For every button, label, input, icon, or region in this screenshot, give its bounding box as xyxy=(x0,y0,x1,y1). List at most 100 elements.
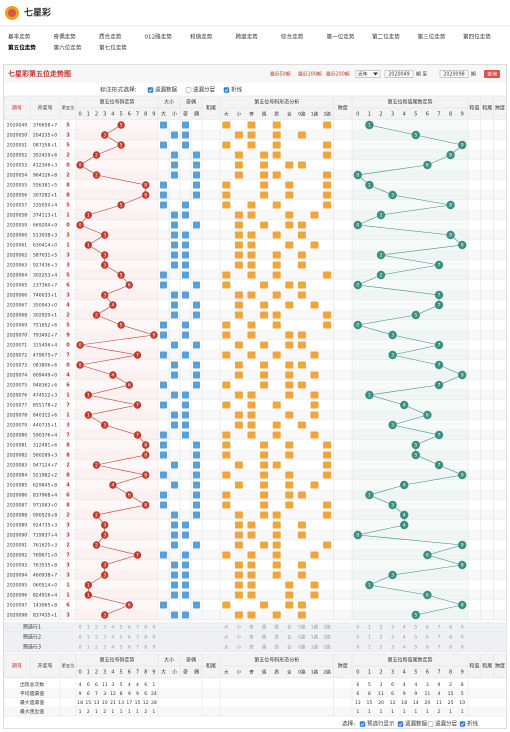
issue: 2020088 xyxy=(7,513,28,519)
bigsmall-cell xyxy=(171,291,178,299)
nav-link[interactable]: 第七位走势 xyxy=(99,44,127,52)
checkbox[interactable] xyxy=(185,87,192,93)
nav-link[interactable]: 012路走势 xyxy=(145,33,173,41)
shape-cell xyxy=(247,581,256,589)
period-link[interactable]: 最近100期 xyxy=(298,71,322,78)
stats-value: 15 xyxy=(366,700,372,706)
nav-link[interactable]: 第四位走势 xyxy=(463,33,491,41)
shape-cell xyxy=(272,351,281,359)
ball xyxy=(365,390,374,400)
nav-link[interactable]: 奇偶走势 xyxy=(54,33,77,41)
nav-link[interactable]: 基本走势 xyxy=(8,33,31,41)
year-select[interactable] xyxy=(355,70,381,78)
nav-link[interactable]: 第五位走势 xyxy=(7,44,36,52)
checkbox-label: 折线 xyxy=(231,86,243,94)
nav-link[interactable]: 第二位走势 xyxy=(372,33,400,41)
shape-cell xyxy=(323,141,332,149)
ball xyxy=(101,131,109,139)
preselect-shape: 奇 xyxy=(249,644,254,651)
header-digit-label: 6 xyxy=(128,112,131,118)
preselect-label: 预选行2 xyxy=(23,634,41,641)
issue: 2020084 xyxy=(7,473,28,479)
checkbox[interactable] xyxy=(147,87,154,93)
checkbox[interactable] xyxy=(359,721,366,727)
ball-number: 5 xyxy=(120,143,123,149)
checkbox[interactable] xyxy=(427,721,434,727)
shape-cell xyxy=(234,151,243,159)
from-input[interactable] xyxy=(384,70,414,78)
grid2-bg xyxy=(352,300,468,310)
checkbox[interactable] xyxy=(397,721,404,727)
shape-cell xyxy=(234,251,243,259)
nav-link[interactable]: 第三位走势 xyxy=(418,33,446,41)
checkbox[interactable] xyxy=(223,87,230,93)
grid1-bg xyxy=(76,300,158,310)
oddeven-cell xyxy=(193,511,200,519)
nav-link[interactable]: 第一位走势 xyxy=(327,33,355,41)
stats-value: 8 xyxy=(368,691,371,697)
header-digit-label: 0 xyxy=(356,112,359,118)
nav-link[interactable]: 和值走势 xyxy=(190,33,213,41)
shape-cell xyxy=(247,131,256,139)
shape-cell xyxy=(285,191,294,199)
shape-cell xyxy=(310,401,319,409)
grid2-bg xyxy=(352,390,468,400)
header-sub: 奇 xyxy=(183,669,188,676)
issue: 2020067 xyxy=(7,303,28,309)
draw-number: 083806+6 xyxy=(33,363,57,369)
shape-cell xyxy=(247,321,256,329)
stats-value: 3 xyxy=(103,691,106,697)
shape-cell xyxy=(323,461,332,469)
nav-link[interactable]: 第六位走势 xyxy=(54,44,82,52)
preselect-digit: 9 xyxy=(152,645,155,651)
ball-number: 0 xyxy=(356,283,359,289)
stats-value: 6 xyxy=(144,691,147,697)
bigsmall-cell xyxy=(171,481,178,489)
preselect-digit: 0 xyxy=(79,635,82,641)
checkbox-label: 预选行显示 xyxy=(367,720,395,728)
draw-number: 590376+4 xyxy=(33,433,57,439)
digit-value: 2 xyxy=(66,313,70,319)
digit-value: 3 xyxy=(66,133,70,139)
preselect-digit: 1 xyxy=(87,645,90,651)
ball-number: 4 xyxy=(403,523,406,529)
ball xyxy=(109,371,117,379)
ball-number: 6 xyxy=(426,553,429,559)
ball-number: 6 xyxy=(128,383,131,389)
ball-number: 4 xyxy=(111,483,114,489)
header-sub: 奇 xyxy=(249,111,254,118)
preselect-digit: 9 xyxy=(461,645,464,651)
draw-number: 763535+8 xyxy=(33,563,57,569)
issue: 2020075 xyxy=(7,383,28,389)
nav-link[interactable]: 跨度走势 xyxy=(236,33,259,41)
query-button[interactable] xyxy=(484,70,500,78)
nav-link[interactable]: 质合走势 xyxy=(99,33,122,41)
checkbox[interactable] xyxy=(459,721,466,727)
grid2-bg xyxy=(352,270,468,280)
bigsmall-cell xyxy=(171,341,178,349)
digit-value: 5 xyxy=(66,143,70,149)
bigsmall-cell xyxy=(171,311,178,319)
nav-link[interactable]: 综合走势 xyxy=(281,33,304,41)
row-bg xyxy=(4,480,507,490)
ball-number: 3 xyxy=(103,133,106,139)
bigsmall-cell xyxy=(171,231,178,239)
stats-value: 1 xyxy=(380,709,383,715)
draw-number: 630414+0 xyxy=(33,243,57,249)
digit-value: 6 xyxy=(66,383,70,389)
period-link[interactable]: 最近200期 xyxy=(326,71,350,78)
grid2-bg xyxy=(352,130,468,140)
shape-cell xyxy=(323,511,332,519)
digit-value: 7 xyxy=(66,353,70,359)
grid2-bg xyxy=(352,280,468,290)
row-bg xyxy=(4,450,507,460)
digit-value: 2 xyxy=(66,513,70,519)
shape-cell xyxy=(285,341,294,349)
shape-cell xyxy=(234,411,243,419)
row-bg xyxy=(4,160,507,170)
trend-line xyxy=(356,124,464,616)
grid1-bg xyxy=(76,550,158,560)
preselect-shape: 2路 xyxy=(324,624,332,631)
period-link[interactable]: 最近50期 xyxy=(270,71,291,78)
to-input[interactable] xyxy=(439,70,469,78)
